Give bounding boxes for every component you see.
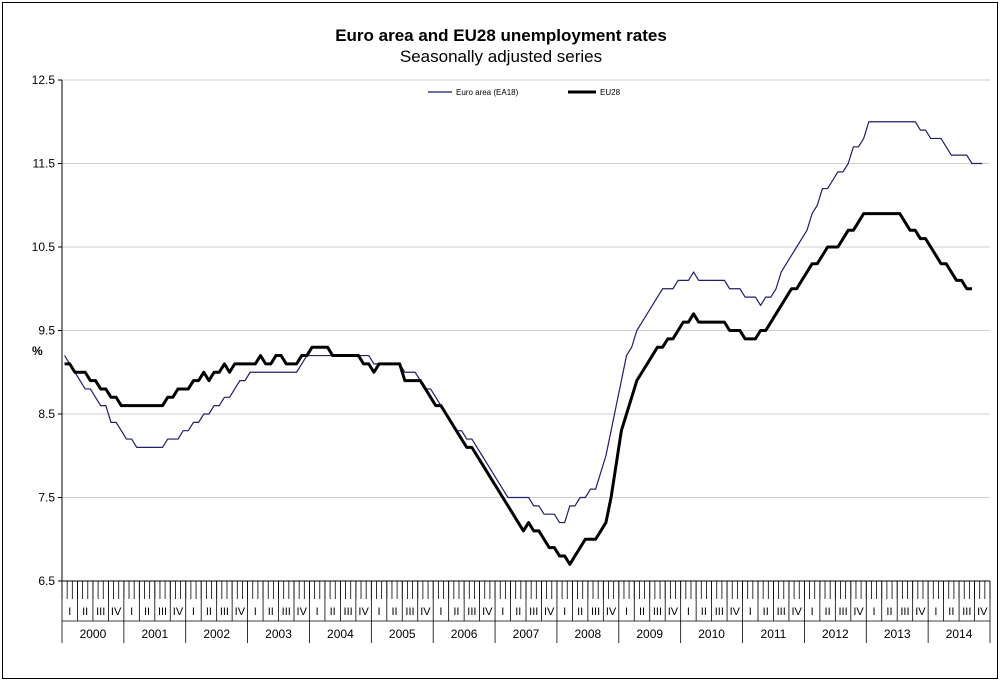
x-quarter-label: III xyxy=(282,606,291,618)
chart-subtitle: Seasonally adjusted series xyxy=(399,47,603,66)
x-year-label: 2002 xyxy=(203,627,230,641)
x-quarter-label: III xyxy=(777,606,786,618)
x-quarter-label: II xyxy=(144,606,150,618)
x-year-label: 2004 xyxy=(327,627,354,641)
x-quarter-label: I xyxy=(192,606,195,618)
legend-label: EU28 xyxy=(600,88,621,97)
x-quarter-label: I xyxy=(378,606,381,618)
x-year-label: 2013 xyxy=(884,627,911,641)
x-quarter-label: II xyxy=(515,606,521,618)
x-year-label: 2011 xyxy=(761,627,787,641)
x-quarter-label: IV xyxy=(235,606,246,618)
x-year-label: 2001 xyxy=(141,627,168,641)
y-tick-label: 9.5 xyxy=(38,324,55,338)
gridlines xyxy=(62,79,990,498)
x-quarter-label: III xyxy=(529,606,538,618)
x-quarter-label: IV xyxy=(420,606,431,618)
x-quarter-label: IV xyxy=(791,606,802,618)
x-quarter-label: III xyxy=(653,606,662,618)
x-year-label: 2000 xyxy=(80,627,107,641)
x-quarter-label: I xyxy=(687,606,690,618)
x-year-label: 2010 xyxy=(698,627,725,641)
x-year-label: 2014 xyxy=(946,627,973,641)
x-quarter-label: I xyxy=(501,606,504,618)
y-axis-unit-label: % xyxy=(32,344,43,358)
x-quarter-label: IV xyxy=(358,606,369,618)
x-quarter-label: III xyxy=(96,606,105,618)
x-quarter-label: IV xyxy=(297,606,308,618)
y-axis: 12.5 11.5 10.5 9.5 8.5 7.5 6.5 xyxy=(32,73,63,588)
y-tick-label: 10.5 xyxy=(32,240,56,254)
y-tick-label: 6.5 xyxy=(38,574,55,588)
x-quarter-label: I xyxy=(316,606,319,618)
x-quarter-label: III xyxy=(158,606,167,618)
x-quarter-label: III xyxy=(962,606,971,618)
x-quarter-label: IV xyxy=(544,606,555,618)
x-quarter-label: IV xyxy=(111,606,122,618)
x-quarter-label: II xyxy=(701,606,707,618)
x-quarter-label: II xyxy=(886,606,892,618)
x-quarter-label: I xyxy=(749,606,752,618)
x-quarter-label: II xyxy=(639,606,645,618)
y-tick-label: 12.5 xyxy=(32,73,56,87)
legend-label: Euro area (EA18) xyxy=(456,88,519,97)
x-quarter-label: I xyxy=(130,606,133,618)
chart-title: Euro area and EU28 unemployment rates xyxy=(335,26,667,45)
y-tick-label: 8.5 xyxy=(38,407,55,421)
x-quarter-label: I xyxy=(439,606,442,618)
x-quarter-label: III xyxy=(220,606,229,618)
x-year-label: 2007 xyxy=(513,627,540,641)
y-tick-label: 11.5 xyxy=(33,157,56,171)
x-quarter-label: II xyxy=(948,606,954,618)
series-line-euro-area xyxy=(64,121,983,524)
x-quarter-label: II xyxy=(825,606,831,618)
x-quarter-label: III xyxy=(344,606,353,618)
x-quarter-label: II xyxy=(268,606,274,618)
legend: Euro area (EA18) EU28 xyxy=(428,88,621,97)
x-quarter-label: I xyxy=(811,606,814,618)
x-quarter-label: I xyxy=(625,606,628,618)
x-year-label: 2003 xyxy=(265,627,292,641)
x-year-label: 2005 xyxy=(389,627,416,641)
x-quarter-label: IV xyxy=(730,606,741,618)
x-year-label: 2012 xyxy=(822,627,849,641)
x-quarter-label: III xyxy=(715,606,724,618)
x-quarter-label: II xyxy=(206,606,212,618)
x-quarter-label: I xyxy=(254,606,257,618)
x-quarter-label: IV xyxy=(482,606,493,618)
x-year-label: 2009 xyxy=(636,627,663,641)
x-quarter-label: I xyxy=(872,606,875,618)
x-quarter-label: I xyxy=(68,606,71,618)
x-quarter-label: IV xyxy=(915,606,926,618)
x-quarter-label: III xyxy=(467,606,476,618)
x-quarter-label: III xyxy=(900,606,909,618)
x-quarter-label: IV xyxy=(606,606,617,618)
x-quarter-label: IV xyxy=(668,606,679,618)
x-quarter-label: I xyxy=(563,606,566,618)
x-quarter-label: IV xyxy=(977,606,988,618)
x-quarter-label: III xyxy=(405,606,414,618)
x-year-label: 2008 xyxy=(575,627,602,641)
y-tick-label: 7.5 xyxy=(38,491,55,505)
x-quarter-label: IV xyxy=(853,606,864,618)
series-lines xyxy=(64,121,983,566)
x-quarter-label: II xyxy=(391,606,397,618)
x-quarter-label: III xyxy=(591,606,600,618)
x-quarter-label: II xyxy=(763,606,769,618)
x-quarter-label: II xyxy=(577,606,583,618)
x-quarter-label: III xyxy=(838,606,847,618)
x-quarter-label: II xyxy=(82,606,88,618)
x-quarter-label: I xyxy=(934,606,937,618)
x-quarter-label: II xyxy=(453,606,459,618)
x-year-label: 2006 xyxy=(451,627,478,641)
x-quarter-label: II xyxy=(330,606,336,618)
x-quarter-label: IV xyxy=(173,606,184,618)
series-line-eu28 xyxy=(64,212,972,566)
